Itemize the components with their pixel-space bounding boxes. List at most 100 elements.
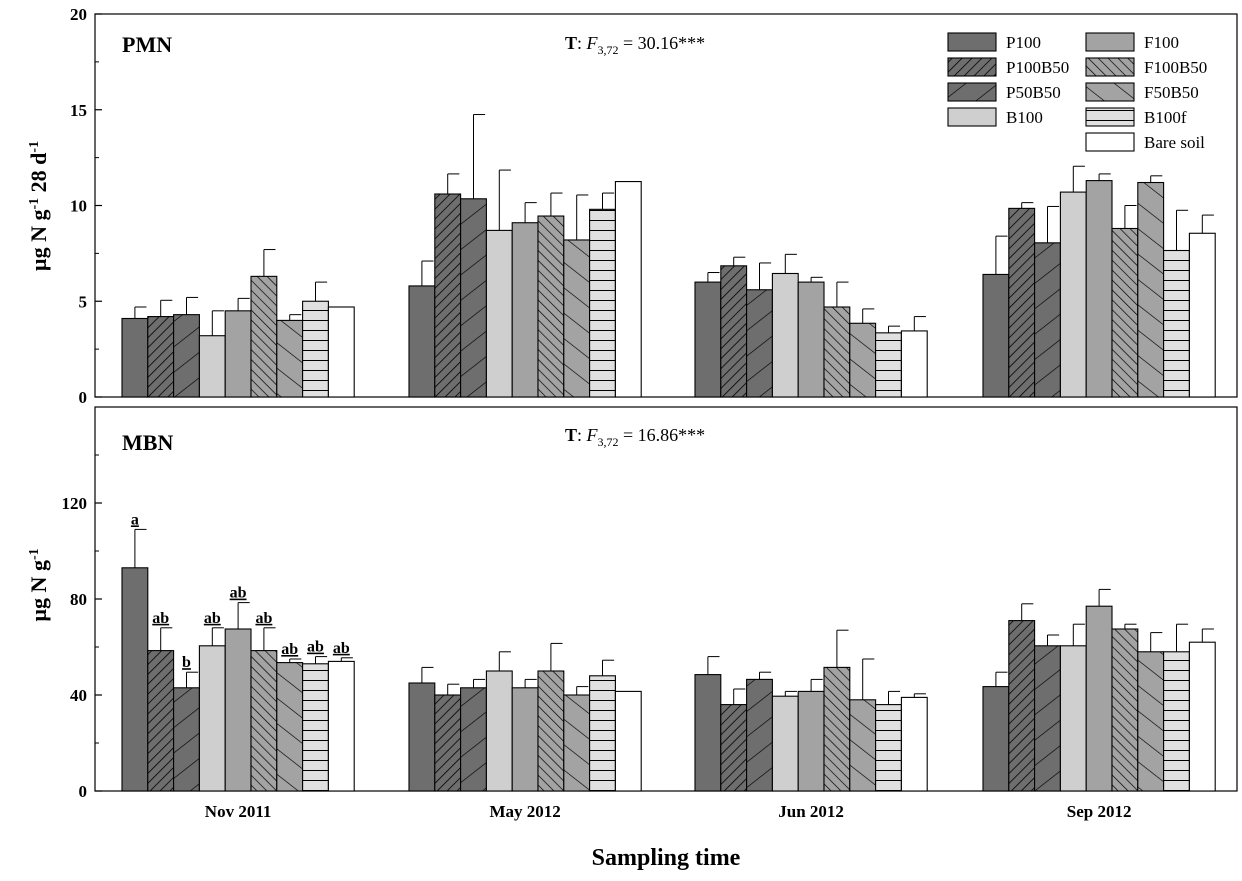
pmn-bar-sep-2012-b100f: [1163, 249, 1190, 398]
mbn-bar-sep-2012-p50b50: [1034, 645, 1061, 792]
pmn-error-bar-jun-2012-f50b50: [862, 308, 875, 324]
pmn-error-bar-jun-2012-bare-soil: [913, 316, 926, 331]
mbn-error-bar-nov-2011-f100: [237, 602, 250, 629]
pmn-y-tick-label-15: 15: [70, 101, 87, 120]
pmn-bar-sep-2012-b100: [1059, 191, 1087, 398]
mbn-significance-label-p50b50: b: [182, 654, 191, 671]
legend-item-b100: B100: [947, 107, 1043, 127]
legend-swatch-b100f: [1085, 107, 1135, 127]
pmn-y-axis-label: µg N g-1 28 d-1: [26, 141, 51, 271]
pmn-bar-sep-2012-f50b50: [1137, 181, 1165, 398]
mbn-panel-label: MBN: [122, 430, 173, 455]
pmn-bar-nov-2011-f50b50: [276, 319, 304, 398]
mbn-error-bar-jun-2012-p100b50: [733, 688, 746, 705]
mbn-y-tick-label-0: 0: [79, 782, 88, 801]
mbn-bar-jun-2012-f100b50: [823, 666, 851, 792]
legend-item-bare-soil: Bare soil: [1085, 132, 1205, 152]
mbn-error-bar-sep-2012-f100: [1098, 588, 1111, 607]
pmn-bar-may-2012-p100: [408, 285, 436, 398]
mbn-bar-may-2012-p50b50: [460, 687, 487, 792]
mbn-bar-nov-2011-p100: [121, 567, 149, 792]
mbn-error-bar-may-2012-b100f: [602, 659, 615, 676]
pmn-error-bar-sep-2012-p100b50: [1021, 202, 1034, 209]
pmn-error-bar-jun-2012-b100: [784, 253, 797, 274]
legend-label-p100b50: P100B50: [1006, 58, 1069, 77]
pmn-bar-sep-2012-p50b50: [1034, 242, 1061, 398]
legend: P100 F100 P100B50 F100B50 P50B50 F50B50 B100 B1…: [947, 32, 1207, 152]
mbn-error-bar-jun-2012-f100: [810, 678, 823, 692]
mbn-error-bar-jun-2012-f100b50: [836, 629, 849, 668]
mbn-error-bar-may-2012-f100: [524, 678, 537, 688]
mbn-bar-nov-2011-f50b50: [276, 662, 304, 792]
pmn-bar-may-2012-p100b50: [434, 193, 462, 398]
mbn-error-bar-nov-2011-bare-soil: [340, 657, 353, 662]
mbn-y-tick-label-40: 40: [70, 686, 87, 705]
pmn-bar-may-2012-b100: [485, 229, 513, 398]
pmn-bar-jun-2012-f100: [797, 281, 825, 398]
pmn-y-tick-label-5: 5: [79, 292, 88, 311]
mbn-significance-label-f100: ab: [230, 585, 247, 602]
mbn-significance-label-p100: a: [131, 511, 139, 528]
pmn-error-bar-may-2012-b100f: [602, 192, 615, 210]
mbn-significance-label-p100b50: ab: [152, 610, 169, 627]
legend-swatch-f100: [1085, 32, 1135, 52]
mbn-error-bar-nov-2011-f50b50: [289, 658, 302, 663]
pmn-bar-jun-2012-f100b50: [823, 306, 851, 398]
pmn-bar-may-2012-f50b50: [563, 239, 591, 398]
mbn-bar-nov-2011-f100b50: [250, 650, 278, 792]
pmn-error-bar-may-2012-b100: [498, 169, 511, 231]
legend-label-bare-soil: Bare soil: [1144, 133, 1205, 152]
mbn-error-bar-may-2012-b100: [498, 651, 511, 671]
pmn-error-bar-nov-2011-f100b50: [263, 249, 276, 277]
mbn-bar-nov-2011-p50b50: [173, 687, 200, 792]
x-axis-label: Sampling time: [592, 845, 741, 871]
legend-label-f100b50: F100B50: [1144, 58, 1207, 77]
mbn-bar-nov-2011-b100f: [302, 663, 329, 792]
mbn-bar-jun-2012-p50b50: [746, 678, 773, 792]
legend-label-b100f: B100f: [1144, 108, 1187, 127]
legend-swatch-f50b50: [1085, 82, 1135, 102]
pmn-bar-nov-2011-f100: [224, 310, 252, 398]
legend-swatch-b100: [947, 107, 997, 127]
mbn-error-bar-may-2012-f50b50: [576, 686, 589, 695]
pmn-error-bar-sep-2012-b100f: [1176, 209, 1189, 251]
mbn-significance-label-b100f: ab: [307, 639, 324, 656]
pmn-error-bar-sep-2012-b100: [1072, 165, 1085, 193]
pmn-bar-jun-2012-b100f: [875, 332, 902, 398]
mbn-bar-nov-2011-p100b50: [147, 650, 175, 792]
legend-swatch-p100b50: [947, 57, 997, 77]
mbn-error-bar-may-2012-f100b50: [550, 642, 563, 671]
mbn-bar-may-2012-f100: [511, 687, 539, 792]
mbn-error-bar-nov-2011-p100b50: [160, 627, 173, 651]
mbn-error-bar-sep-2012-p100b50: [1021, 603, 1034, 621]
mbn-bar-nov-2011-bare-soil: [327, 660, 355, 792]
x-category-label-sep-2012: Sep 2012: [1067, 802, 1132, 821]
mbn-error-bar-may-2012-p50b50: [473, 678, 486, 688]
mbn-error-bar-sep-2012-p100: [995, 671, 1008, 687]
mbn-significance-label-f100b50: ab: [255, 610, 272, 627]
mbn-significance-label-f50b50: ab: [281, 641, 298, 658]
legend-swatch-p50b50: [947, 82, 997, 102]
mbn-bar-sep-2012-f100b50: [1111, 628, 1139, 792]
mbn-error-bar-jun-2012-bare-soil: [913, 693, 926, 698]
mbn-bar-sep-2012-bare-soil: [1188, 641, 1216, 792]
mbn-bar-nov-2011-f100: [224, 628, 252, 792]
legend-label-p50b50: P50B50: [1006, 83, 1061, 102]
mbn-bar-jun-2012-f50b50: [849, 699, 877, 792]
pmn-y-tick-label-10: 10: [70, 197, 87, 216]
legend-item-b100f: B100f: [1085, 107, 1187, 127]
mbn-bar-jun-2012-bare-soil: [900, 696, 928, 792]
mbn-error-bar-sep-2012-p50b50: [1047, 634, 1060, 646]
x-category-label-nov-2011: Nov 2011: [205, 802, 272, 821]
mbn-bar-may-2012-b100: [485, 670, 513, 792]
x-category-label-jun-2012: Jun 2012: [778, 802, 844, 821]
mbn-bar-sep-2012-p100b50: [1008, 620, 1036, 792]
mbn-error-bar-jun-2012-f50b50: [862, 658, 875, 700]
pmn-error-bar-nov-2011-b100: [211, 310, 224, 336]
pmn-error-bar-nov-2011-f50b50: [289, 314, 302, 321]
pmn-error-bar-nov-2011-f100: [237, 297, 250, 311]
pmn-bar-may-2012-f100: [511, 222, 539, 398]
mbn-error-bar-nov-2011-b100f: [315, 656, 328, 664]
pmn-bar-jun-2012-b100: [771, 272, 799, 398]
